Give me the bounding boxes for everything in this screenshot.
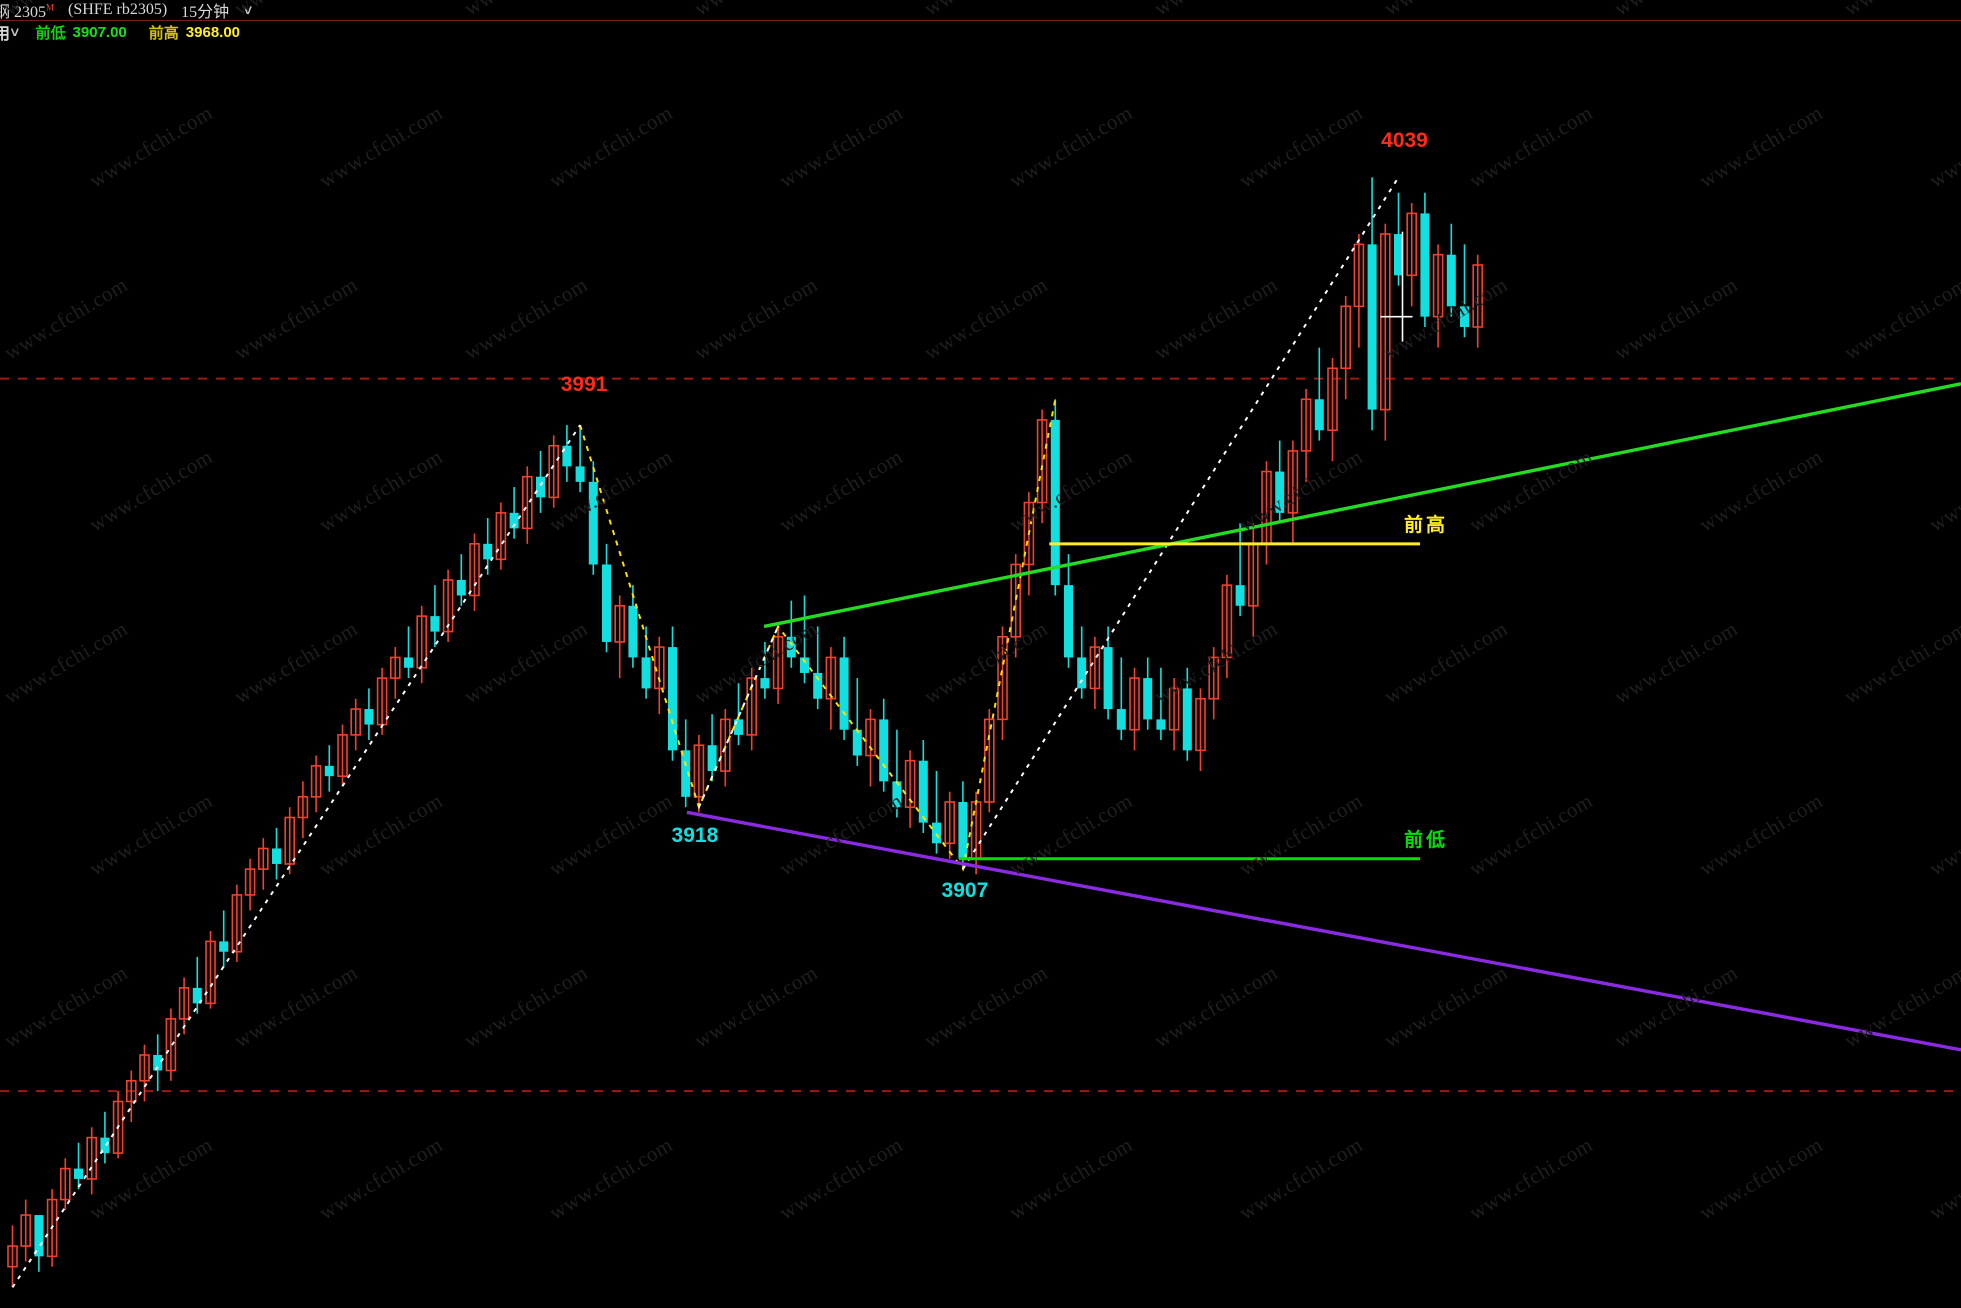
prev-low-line-label: 前低 xyxy=(1404,828,1449,851)
left-truncated-label: 用 xyxy=(0,26,11,43)
swing-low-label-3918: 3918 xyxy=(671,824,719,847)
instrument-superscript: M xyxy=(46,2,55,13)
prev-high-label: 前高 xyxy=(148,24,179,42)
prev-high-line-label: 前高 xyxy=(1404,513,1449,536)
prev-high-value: 3968.00 xyxy=(185,23,241,41)
chevron-down-icon-left[interactable]: ∨ xyxy=(8,24,21,39)
prev-low-label: 前低 xyxy=(35,24,66,42)
instrument-name: 钢 2305M xyxy=(0,2,55,21)
chart-title-bar: 钢 2305M (SHFE rb2305) 15分钟 ∨ xyxy=(0,0,1961,21)
quote-info-bar: 用 ∨ 前低 3907.00 前高 3968.00 xyxy=(0,21,1961,44)
header-divider xyxy=(0,20,1961,21)
period-label: 15分钟 xyxy=(181,4,230,21)
instrument-exchange-code: (SHFE rb2305) xyxy=(68,1,168,18)
prev-low-value: 3907.00 xyxy=(72,23,127,41)
swing-low-label-3907: 3907 xyxy=(941,878,989,902)
candlestick-svg xyxy=(0,176,1961,1288)
swing-high-label-3991: 3991 xyxy=(560,373,608,397)
swing-high-label-4039: 4039 xyxy=(1381,129,1428,153)
chevron-down-icon-period[interactable]: ∨ xyxy=(241,2,255,17)
price-chart-canvas[interactable] xyxy=(0,43,1961,1308)
